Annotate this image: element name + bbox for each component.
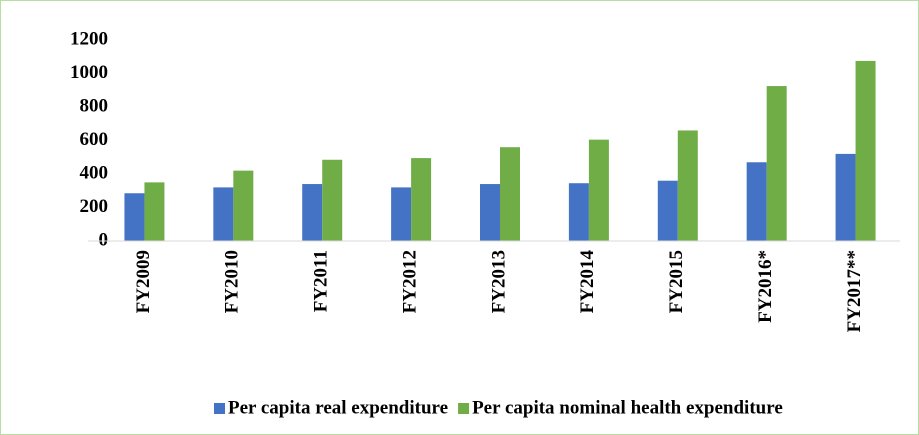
legend-label: Per capita nominal health expenditure bbox=[472, 397, 783, 418]
bar bbox=[588, 139, 609, 241]
x-tick-label: FY2016* bbox=[755, 250, 776, 323]
y-tick-label: 800 bbox=[80, 95, 109, 116]
bar bbox=[391, 187, 412, 241]
x-tick-label: FY2011 bbox=[311, 250, 332, 312]
x-tick-label: FY2009 bbox=[133, 250, 154, 313]
bar bbox=[322, 159, 343, 241]
legend-swatch bbox=[214, 403, 225, 414]
bar bbox=[213, 187, 234, 241]
bar bbox=[766, 86, 787, 241]
bar bbox=[855, 60, 876, 241]
bar bbox=[568, 183, 589, 241]
x-tick-label: FY2013 bbox=[488, 250, 509, 313]
bar bbox=[677, 130, 698, 241]
legend-label: Per capita real expenditure bbox=[228, 397, 448, 418]
y-tick-label: 1000 bbox=[70, 62, 108, 83]
bar bbox=[411, 158, 432, 241]
bar bbox=[144, 182, 165, 241]
y-tick-label: 0 bbox=[99, 229, 109, 250]
bar bbox=[124, 193, 145, 241]
bar bbox=[657, 180, 678, 241]
bar bbox=[835, 153, 856, 241]
y-tick-label: 400 bbox=[80, 162, 109, 183]
y-tick-label: 1200 bbox=[70, 28, 108, 49]
y-tick-label: 200 bbox=[80, 196, 109, 217]
x-tick-label: FY2014 bbox=[577, 250, 598, 314]
y-tick-label: 600 bbox=[80, 129, 109, 150]
bar bbox=[746, 162, 767, 241]
x-tick-label: FY2015 bbox=[666, 250, 687, 313]
bar bbox=[500, 147, 520, 241]
bar bbox=[233, 170, 254, 241]
bar bbox=[480, 184, 500, 241]
x-tick-label: FY2017** bbox=[844, 250, 865, 332]
x-tick-label: FY2012 bbox=[399, 250, 420, 313]
legend-swatch bbox=[458, 403, 470, 414]
bar bbox=[302, 184, 323, 241]
x-tick-label: FY2010 bbox=[222, 250, 243, 313]
